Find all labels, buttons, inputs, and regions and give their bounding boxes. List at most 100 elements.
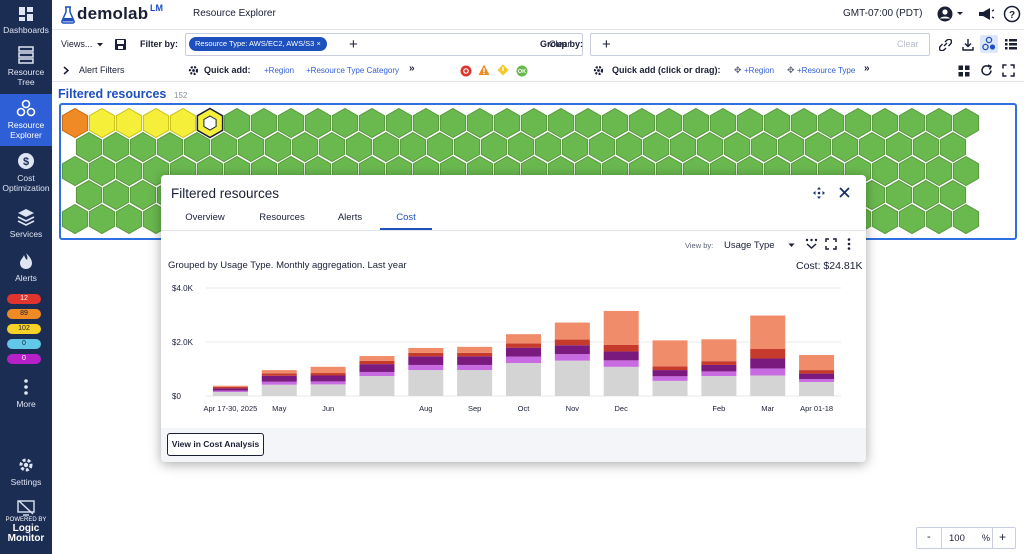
refresh-icon[interactable]: [980, 64, 993, 77]
bar-segment[interactable]: [261, 381, 297, 385]
resource-hexagon[interactable]: [871, 107, 899, 139]
sidebar-item-more[interactable]: More: [0, 378, 52, 412]
resource-hexagon[interactable]: [939, 179, 967, 211]
resource-hexagon[interactable]: [372, 131, 400, 163]
zoom-value-input[interactable]: 100: [949, 533, 965, 544]
sidebar-item-monitor-toggle[interactable]: [0, 500, 52, 520]
bar-segment[interactable]: [701, 364, 737, 372]
resource-hexagon[interactable]: [655, 107, 683, 139]
resource-hexagon[interactable]: [223, 107, 251, 139]
resource-hexagon[interactable]: [885, 179, 913, 211]
bar-segment[interactable]: [554, 345, 590, 355]
help-button[interactable]: ?: [1003, 5, 1021, 25]
quick-add-region-link[interactable]: +Region: [264, 66, 295, 75]
bar-segment[interactable]: [701, 361, 737, 365]
resource-hexagon[interactable]: [790, 107, 818, 139]
resource-hexagon[interactable]: [763, 107, 791, 139]
resource-hexagon[interactable]: [952, 107, 980, 139]
bar-segment[interactable]: [261, 373, 297, 376]
resource-hexagon[interactable]: [426, 131, 454, 163]
alert-count-error[interactable]: 89: [7, 309, 41, 319]
bar-segment[interactable]: [652, 370, 688, 377]
resource-hexagon[interactable]: [520, 107, 548, 139]
resource-hexagon[interactable]: [61, 203, 89, 235]
resource-hexagon[interactable]: [534, 131, 562, 163]
resource-hexagon[interactable]: [156, 131, 184, 163]
drag-handle-icon[interactable]: ✥: [734, 65, 742, 75]
bar-segment[interactable]: [310, 375, 346, 382]
bar-segment[interactable]: [603, 344, 639, 352]
resource-hexagon[interactable]: [88, 155, 116, 187]
layout-grid-icon[interactable]: [958, 65, 970, 77]
resource-hexagon[interactable]: [453, 131, 481, 163]
bar-segment[interactable]: [799, 378, 835, 382]
resource-hexagon[interactable]: [250, 107, 278, 139]
bar-segment[interactable]: [750, 375, 786, 396]
bar-segment[interactable]: [212, 388, 248, 391]
more-quick-add-icon[interactable]: »: [409, 63, 415, 74]
bar-segment[interactable]: [457, 364, 493, 371]
resource-hexagon[interactable]: [628, 107, 656, 139]
resource-hexagon[interactable]: [115, 107, 143, 139]
resource-hexagon[interactable]: [547, 107, 575, 139]
bar-segment[interactable]: [408, 356, 444, 365]
bar-segment[interactable]: [701, 371, 737, 377]
bar-segment[interactable]: [261, 370, 297, 374]
sidebar-item-settings[interactable]: Settings: [0, 456, 52, 490]
bar-segment[interactable]: [457, 370, 493, 396]
sidebar-item-cost-optimization[interactable]: $ Cost Optimization: [0, 152, 52, 198]
bar-segment[interactable]: [261, 384, 297, 396]
view-in-cost-analysis-button[interactable]: View in Cost Analysis: [167, 433, 264, 456]
error-alert-icon[interactable]: [478, 64, 490, 76]
resource-hexagon[interactable]: [588, 131, 616, 163]
bar-segment[interactable]: [652, 380, 688, 396]
user-menu-button[interactable]: [936, 4, 964, 26]
resource-hexagon[interactable]: [831, 131, 859, 163]
drag-move-icon[interactable]: [812, 186, 826, 200]
resource-hexagon[interactable]: [844, 107, 872, 139]
views-dropdown[interactable]: Views...: [61, 39, 93, 49]
tab-resources[interactable]: Resources: [259, 212, 305, 223]
warning-alert-icon[interactable]: [497, 64, 509, 76]
close-icon[interactable]: [838, 186, 851, 199]
bar-segment[interactable]: [310, 381, 346, 385]
save-icon[interactable]: [114, 38, 127, 51]
resource-hexagon[interactable]: [723, 131, 751, 163]
resource-hexagon[interactable]: [237, 131, 265, 163]
filter-chip-resource-type[interactable]: Resource Type: AWS/EC2, AWS/S3 ×: [189, 37, 327, 51]
resource-hexagon[interactable]: [817, 107, 845, 139]
resource-hexagon[interactable]: [885, 131, 913, 163]
bar-segment[interactable]: [701, 339, 737, 362]
bar-segment[interactable]: [603, 360, 639, 367]
alert-filters-toggle[interactable]: Alert Filters: [79, 65, 125, 75]
resource-hexagon[interactable]: [709, 107, 737, 139]
sidebar-item-alerts[interactable]: Alerts: [0, 252, 52, 286]
tab-cost[interactable]: Cost: [396, 212, 416, 223]
alert-count-warning[interactable]: 102: [7, 324, 41, 334]
alert-count-critical[interactable]: 12: [7, 294, 41, 304]
bar-segment[interactable]: [750, 368, 786, 376]
resource-hexagon[interactable]: [277, 107, 305, 139]
resource-hexagon[interactable]: [615, 131, 643, 163]
resource-hexagon[interactable]: [129, 179, 157, 211]
resource-hexagon[interactable]: [925, 107, 953, 139]
sidebar-item-services[interactable]: Services: [0, 208, 52, 242]
resource-hexagon[interactable]: [669, 131, 697, 163]
resource-hexagon[interactable]: [61, 107, 89, 139]
bar-segment[interactable]: [212, 385, 248, 387]
resource-hexagon[interactable]: [925, 203, 953, 235]
bar-segment[interactable]: [652, 366, 688, 371]
quick-add-resource-type-category-link[interactable]: +Resource Type Category: [306, 66, 400, 75]
resource-hexagon[interactable]: [898, 155, 926, 187]
bar-segment[interactable]: [701, 376, 737, 396]
resource-hexagon[interactable]: [264, 131, 292, 163]
resource-hexagon[interactable]: [102, 131, 130, 163]
bar-segment[interactable]: [554, 360, 590, 396]
zoom-in-button[interactable]: +: [999, 530, 1007, 544]
resource-hexagon[interactable]: [169, 107, 197, 139]
resource-hexagon[interactable]: [939, 131, 967, 163]
critical-alert-icon[interactable]: [460, 65, 472, 77]
resource-hexagon[interactable]: [304, 107, 332, 139]
filter-input[interactable]: Resource Type: AWS/EC2, AWS/S3 × + Clear: [185, 33, 583, 56]
resource-hexagon[interactable]: [61, 155, 89, 187]
